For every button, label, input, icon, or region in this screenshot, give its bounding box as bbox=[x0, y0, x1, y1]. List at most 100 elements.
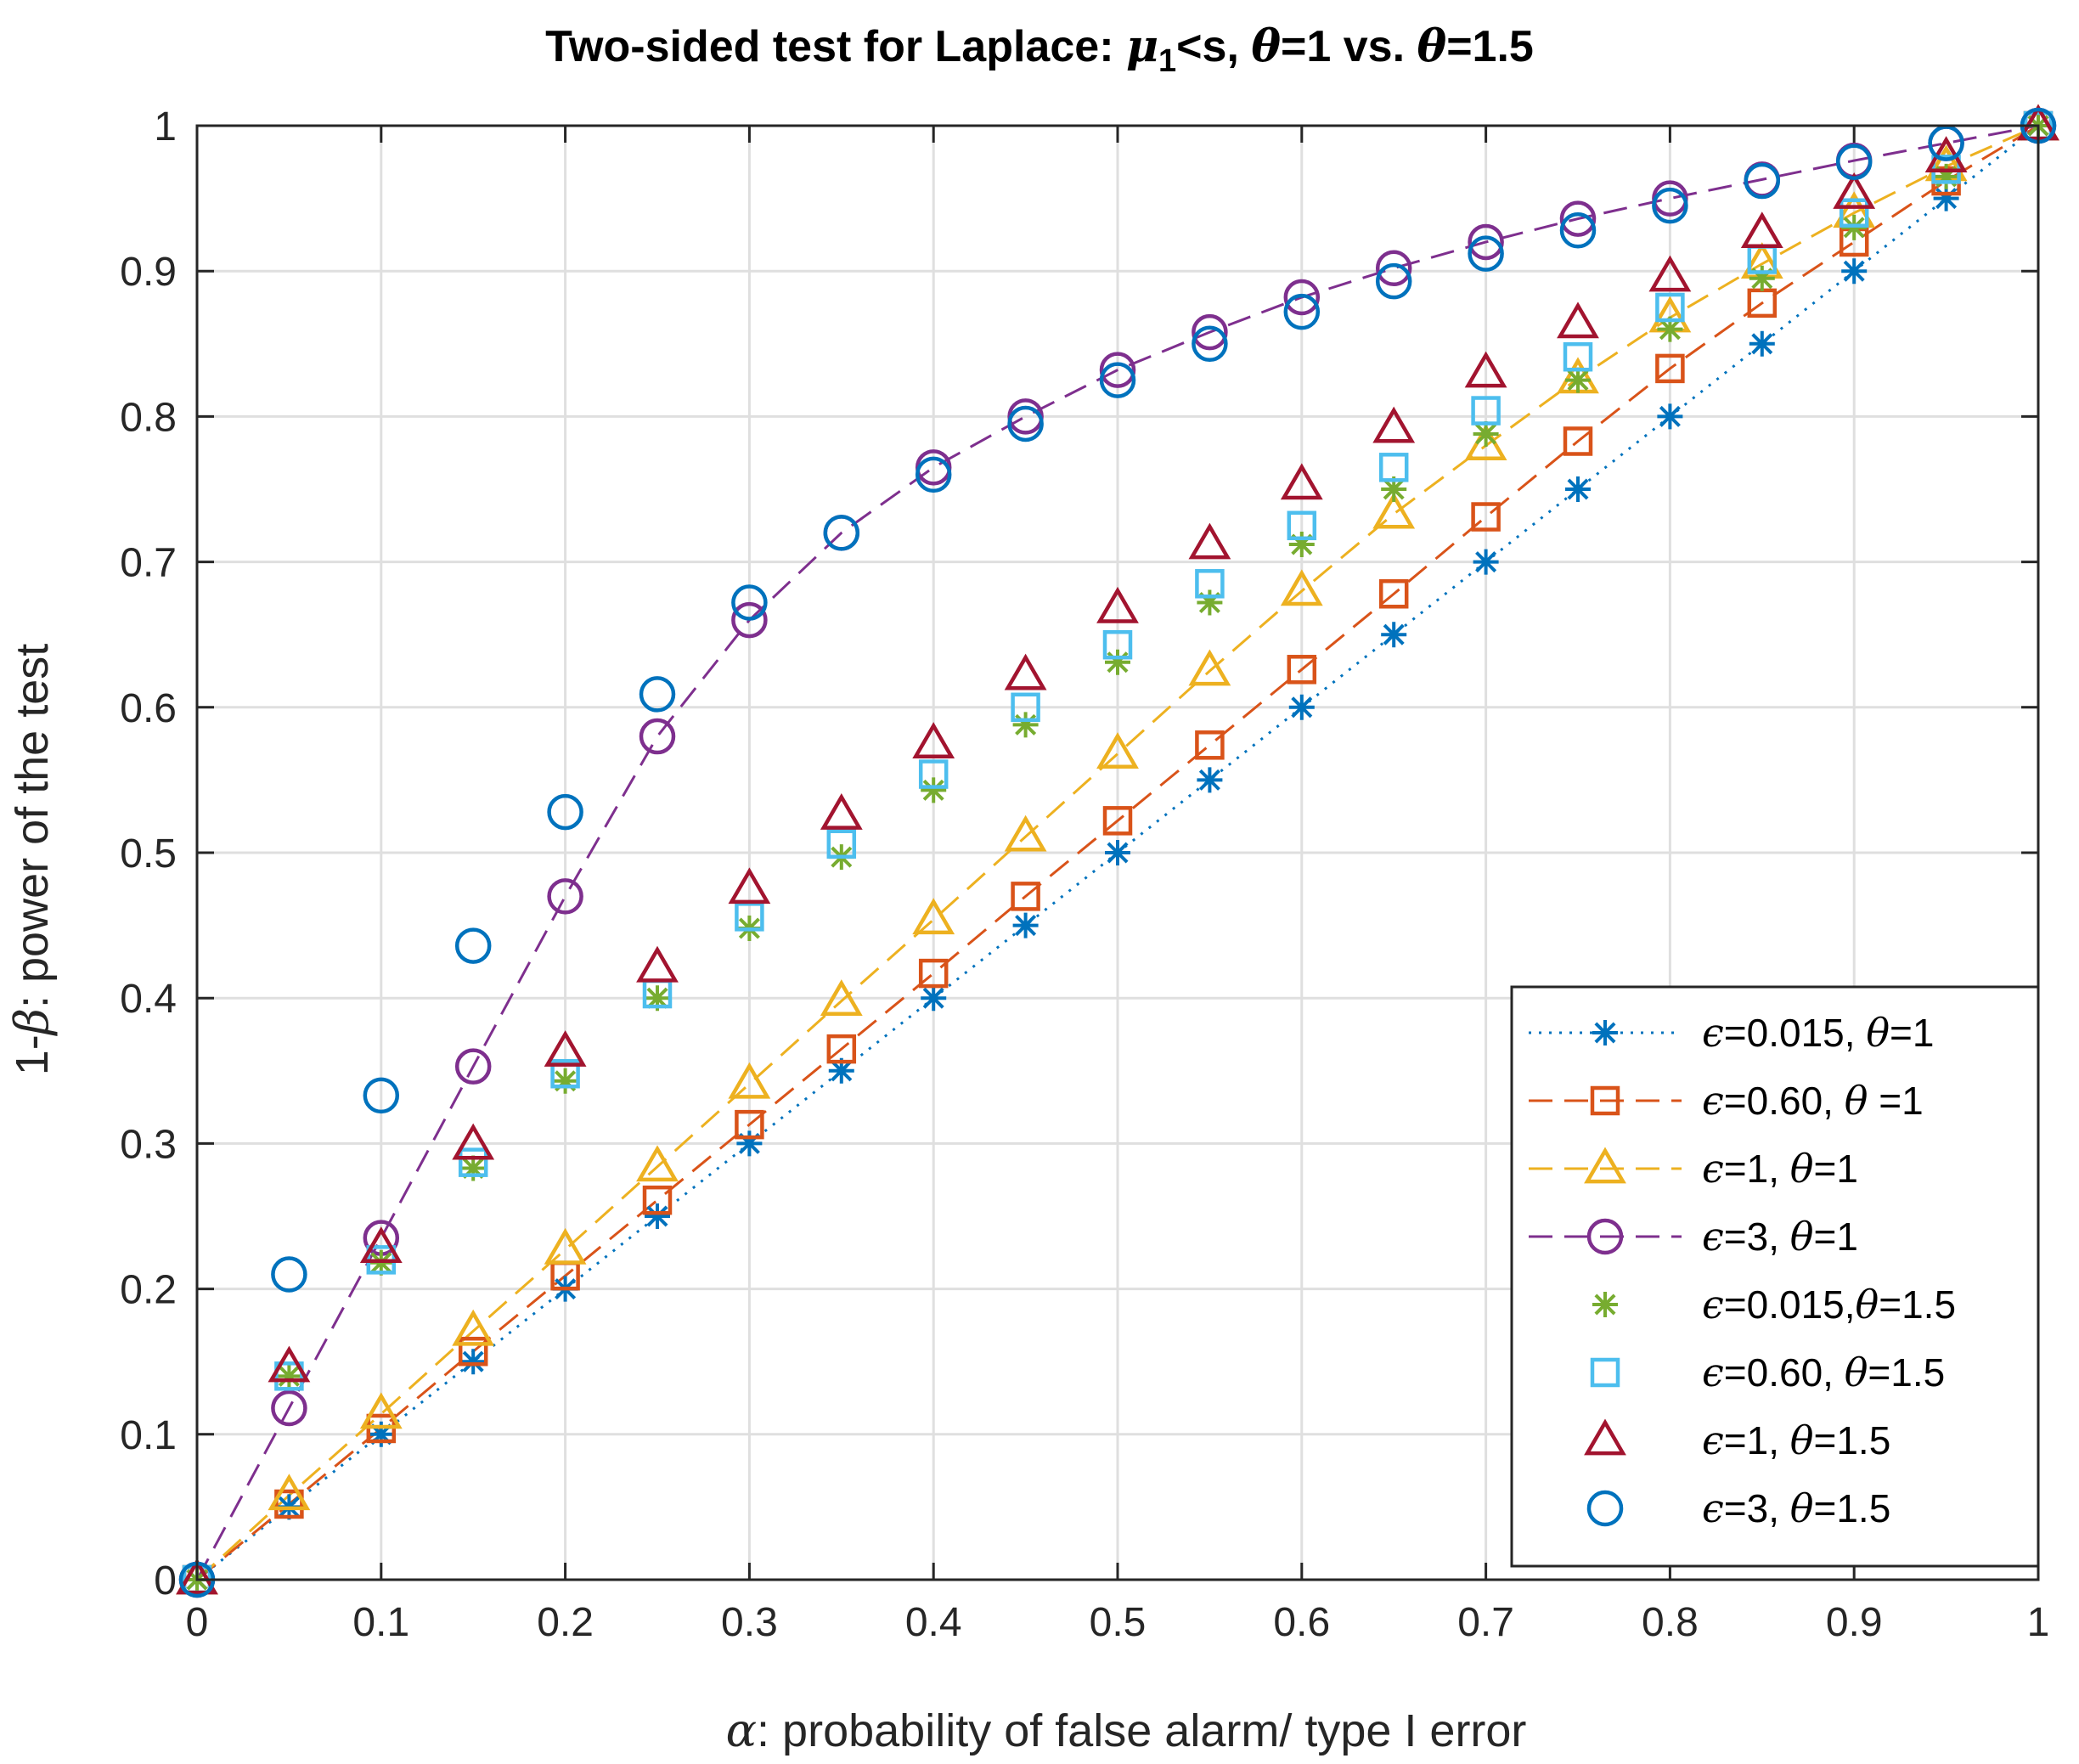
x-tick-label: 0.2 bbox=[537, 1600, 594, 1645]
data-point bbox=[1378, 453, 1409, 482]
data-point bbox=[728, 867, 771, 905]
data-point bbox=[735, 902, 764, 932]
chart-title: Two-sided test for Laplace: μ1<s, θ=1 vs… bbox=[545, 20, 1534, 79]
x-tick-label: 0.1 bbox=[352, 1600, 409, 1645]
data-point bbox=[1099, 352, 1136, 388]
data-point bbox=[1188, 522, 1231, 560]
data-point bbox=[1283, 279, 1321, 316]
data-point bbox=[1563, 426, 1593, 456]
x-tick-label: 0.3 bbox=[721, 1600, 778, 1645]
series-8-points bbox=[178, 107, 2057, 1598]
data-point bbox=[636, 945, 679, 983]
data-point bbox=[639, 676, 676, 713]
data-point bbox=[1652, 187, 1688, 224]
data-point bbox=[828, 1057, 854, 1084]
x-tick-label: 0.4 bbox=[905, 1600, 962, 1645]
legend-marker bbox=[1590, 1085, 1620, 1116]
legend-box bbox=[1510, 985, 2040, 1568]
series-7-points bbox=[176, 104, 2059, 1595]
data-point bbox=[731, 601, 768, 639]
data-point bbox=[274, 1489, 304, 1519]
data-point bbox=[1096, 732, 1139, 769]
x-tick-label: 0 bbox=[186, 1600, 209, 1645]
data-point bbox=[271, 1256, 307, 1293]
data-point bbox=[1012, 712, 1039, 738]
data-point bbox=[1565, 367, 1591, 393]
x-tick-label: 0.8 bbox=[1642, 1600, 1699, 1645]
data-point bbox=[363, 1077, 400, 1114]
y-tick-label: 0.3 bbox=[120, 1122, 177, 1167]
data-point bbox=[1102, 806, 1133, 836]
data-point bbox=[1195, 730, 1225, 760]
data-point bbox=[1011, 692, 1040, 723]
data-point bbox=[1559, 200, 1597, 237]
y-tick-label: 1 bbox=[154, 104, 177, 149]
legend-label: ϵ=0.015,θ=1.5 bbox=[1702, 1282, 1956, 1327]
legend-marker bbox=[1584, 1418, 1626, 1456]
data-point bbox=[359, 1226, 403, 1264]
data-point bbox=[1012, 912, 1039, 938]
x-tick-label: 0.7 bbox=[1457, 1600, 1514, 1645]
legend-label: ϵ=0.60, θ=1.5 bbox=[1702, 1350, 1945, 1395]
data-point bbox=[1372, 492, 1416, 529]
legend-entry-1: ϵ=0.015, θ=1 bbox=[1529, 1010, 1934, 1056]
data-point bbox=[1471, 396, 1501, 426]
data-point bbox=[820, 979, 863, 1016]
legend-label: ϵ=3, θ=1.5 bbox=[1702, 1485, 1890, 1531]
data-point bbox=[460, 1349, 487, 1375]
data-point bbox=[274, 1361, 304, 1391]
legend-entry-8: ϵ=3, θ=1.5 bbox=[1586, 1485, 1890, 1531]
x-tick-label: 0.9 bbox=[1826, 1600, 1883, 1645]
data-point bbox=[1381, 622, 1407, 648]
data-point bbox=[1928, 125, 1964, 161]
data-point bbox=[1188, 649, 1231, 686]
data-point bbox=[1192, 325, 1228, 363]
data-point bbox=[731, 584, 768, 621]
data-point bbox=[918, 958, 949, 989]
data-point bbox=[1749, 330, 1775, 357]
x-tick-label: 0.6 bbox=[1273, 1600, 1330, 1645]
data-point bbox=[547, 878, 583, 915]
data-point bbox=[1933, 163, 1959, 189]
data-point bbox=[1648, 255, 1692, 292]
data-point bbox=[1655, 292, 1685, 323]
data-point bbox=[458, 1147, 488, 1177]
data-point bbox=[820, 793, 863, 830]
data-point bbox=[826, 829, 857, 859]
data-point bbox=[1372, 406, 1416, 443]
data-point bbox=[826, 1034, 857, 1064]
x-tick-label: 0.5 bbox=[1090, 1600, 1147, 1645]
data-point bbox=[552, 1068, 578, 1094]
legend-label: ϵ=0.015, θ=1 bbox=[1702, 1010, 1934, 1056]
data-point bbox=[1287, 655, 1317, 685]
data-point bbox=[547, 793, 583, 831]
data-point bbox=[735, 1109, 764, 1140]
data-point bbox=[1004, 653, 1047, 690]
legend-marker bbox=[1592, 1292, 1618, 1317]
data-point bbox=[1288, 532, 1315, 558]
data-point bbox=[1657, 403, 1683, 430]
data-point bbox=[176, 1558, 218, 1595]
series-line-4 bbox=[195, 124, 2039, 1581]
legend-marker bbox=[1586, 1490, 1624, 1527]
data-point bbox=[1565, 476, 1591, 502]
legend-marker bbox=[1592, 1020, 1618, 1045]
data-point bbox=[1563, 341, 1593, 372]
legend-entry-7: ϵ=1, θ=1.5 bbox=[1584, 1417, 1890, 1463]
data-point bbox=[1004, 814, 1047, 852]
series-markers bbox=[176, 104, 2059, 1598]
data-point bbox=[1195, 569, 1225, 599]
data-point bbox=[1749, 265, 1775, 291]
data-point bbox=[1197, 589, 1223, 616]
data-point bbox=[823, 515, 860, 551]
y-tick-label: 0.1 bbox=[120, 1413, 177, 1458]
data-point bbox=[639, 718, 676, 755]
y-tick-label: 0.2 bbox=[120, 1268, 177, 1313]
data-point bbox=[1835, 144, 1873, 181]
legend-items: ϵ=0.015, θ=1 ϵ=0.60, θ =1 ϵ=1, θ=1 ϵ=3, θ=1… bbox=[1529, 1010, 1956, 1531]
data-point bbox=[1105, 649, 1130, 675]
data-point bbox=[1007, 405, 1044, 442]
data-point bbox=[1468, 235, 1504, 272]
data-point bbox=[544, 1030, 587, 1067]
